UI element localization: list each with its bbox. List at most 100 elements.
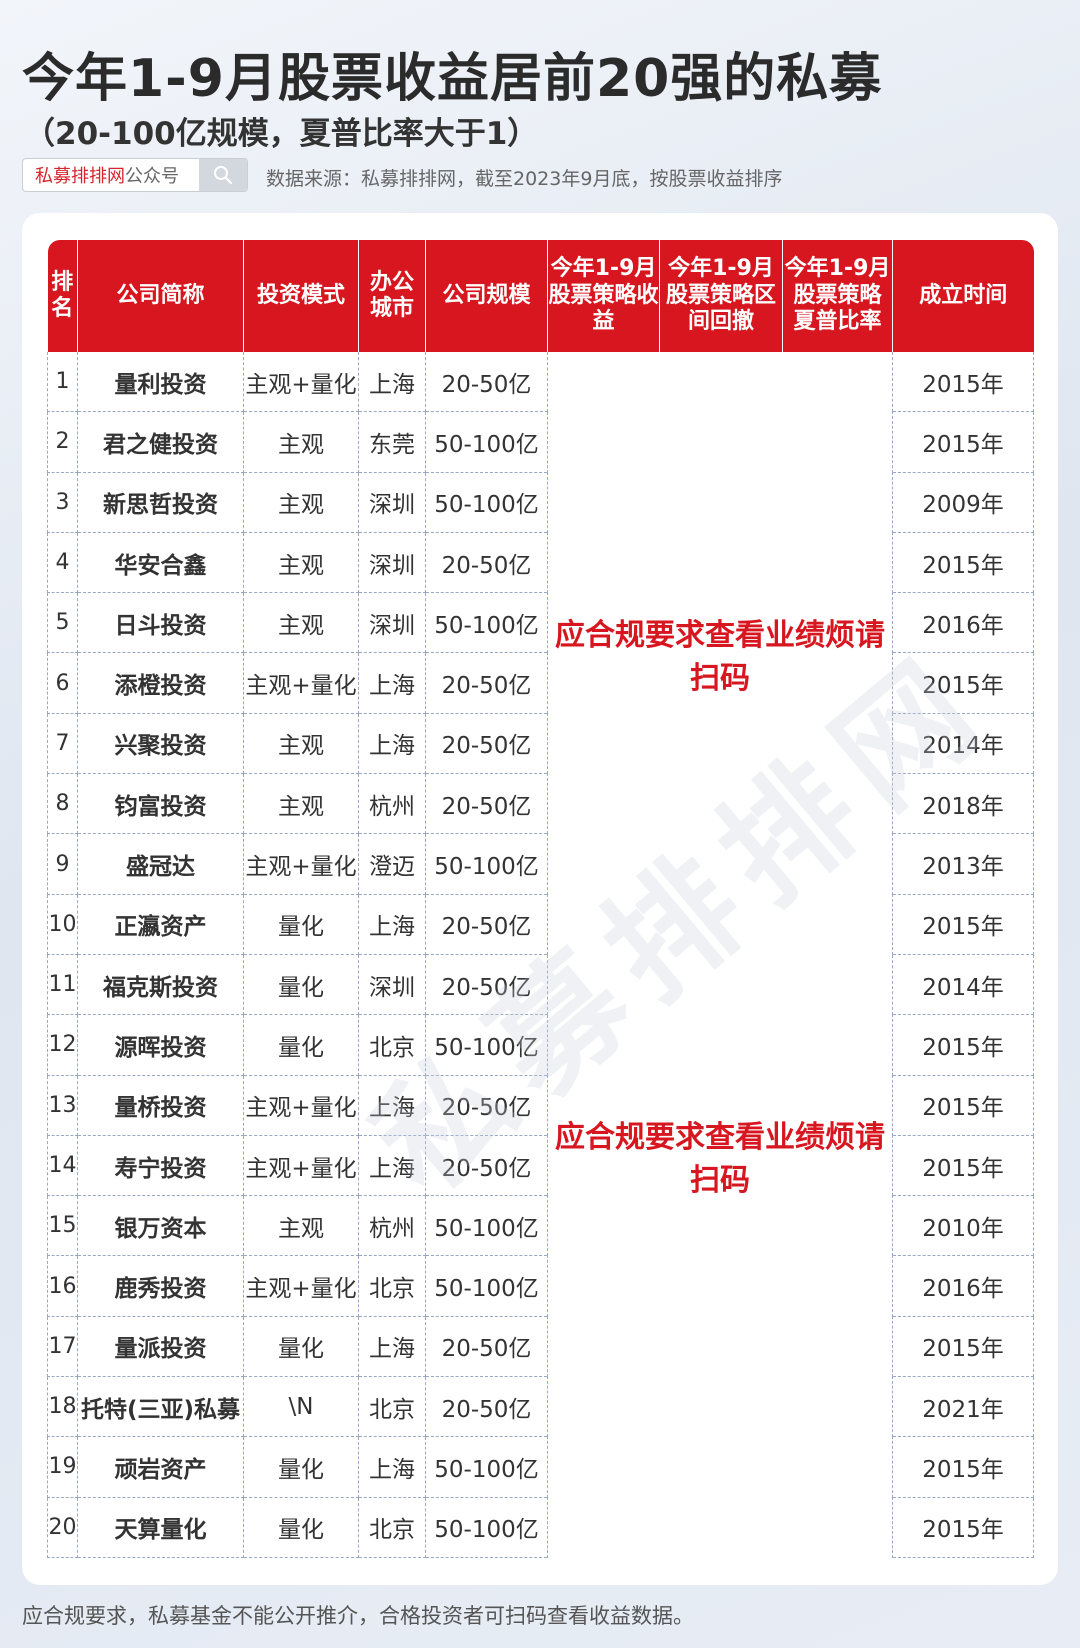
header-return: 今年1-9月股票策略收益 (547, 240, 660, 352)
cell-founded: 2013年 (892, 833, 1034, 895)
cell-city: 上海 (358, 1135, 426, 1197)
cell-scale: 20-50亿 (425, 713, 548, 775)
table-row: 20 天算量化 量化 北京 50-100亿 2015年 (47, 1497, 1034, 1558)
cell-company-name: 源晖投资 (77, 1014, 244, 1076)
cell-company-name: 天算量化 (77, 1497, 244, 1558)
cell-scale: 50-100亿 (425, 1497, 548, 1558)
table-row: 18 托特(三亚)私募 \N 北京 20-50亿 2021年 (47, 1376, 1034, 1438)
cell-city: 深圳 (358, 532, 426, 594)
cell-mode: 主观 (243, 1195, 359, 1257)
cell-city: 上海 (358, 713, 426, 775)
cell-mode: 主观+量化 (243, 352, 359, 413)
cell-mode: 量化 (243, 1014, 359, 1076)
cell-rank: 7 (47, 713, 78, 775)
table-row: 16 鹿秀投资 主观+量化 北京 50-100亿 2016年 (47, 1255, 1034, 1317)
cell-rank: 12 (47, 1014, 78, 1076)
cell-city: 杭州 (358, 773, 426, 835)
cell-mode: 量化 (243, 1316, 359, 1378)
table-row: 7 兴聚投资 主观 上海 20-50亿 2014年 (47, 713, 1034, 775)
page-subtitle: （20-100亿规模，夏普比率大于1） (24, 116, 539, 152)
cell-scale: 50-100亿 (425, 1255, 548, 1317)
cell-city: 上海 (358, 352, 426, 413)
cell-company-name: 顽岩资产 (77, 1436, 244, 1498)
cell-rank: 18 (47, 1376, 78, 1438)
compliance-notice: 应合规要求查看业绩烦请扫码 (555, 618, 885, 696)
cell-city: 北京 (358, 1255, 426, 1317)
cell-founded: 2015年 (892, 652, 1034, 714)
cell-mode: 主观+量化 (243, 1255, 359, 1317)
cell-founded: 2015年 (892, 1497, 1034, 1558)
search-button[interactable] (199, 159, 247, 191)
cell-scale: 20-50亿 (425, 954, 548, 1016)
table-row: 2 君之健投资 主观 东莞 50-100亿 2015年 (47, 411, 1034, 473)
cell-city: 北京 (358, 1376, 426, 1438)
compliance-notice-cell: 应合规要求查看业绩烦请扫码 (547, 954, 893, 1558)
table-row: 14 寿宁投资 主观+量化 上海 20-50亿 2015年 (47, 1135, 1034, 1197)
search-brand-text: 私募排排网 (35, 166, 125, 187)
cell-city: 上海 (358, 894, 426, 955)
cell-company-name: 量桥投资 (77, 1075, 244, 1136)
cell-company-name: 鹿秀投资 (77, 1255, 244, 1317)
table-row: 3 新思哲投资 主观 深圳 50-100亿 2009年 (47, 472, 1034, 533)
cell-founded: 2016年 (892, 592, 1034, 654)
cell-rank: 1 (47, 352, 78, 413)
header-city: 办公城市 (358, 240, 426, 352)
cell-company-name: 华安合鑫 (77, 532, 244, 594)
table-row: 1 量利投资 主观+量化 上海 20-50亿 应合规要求查看业绩烦请扫码 2015年 (47, 352, 1034, 955)
cell-scale: 20-50亿 (425, 1075, 548, 1136)
cell-founded: 2015年 (892, 1135, 1034, 1197)
cell-scale: 50-100亿 (425, 1436, 548, 1498)
header-scale: 公司规模 (425, 240, 548, 352)
cell-mode: 主观+量化 (243, 1075, 359, 1136)
cell-mode: 主观 (243, 592, 359, 654)
cell-founded: 2015年 (892, 1014, 1034, 1076)
page-title: 今年1-9月股票收益居前20强的私募 (22, 49, 883, 109)
cell-mode: \N (243, 1376, 359, 1438)
header-drawdown: 今年1-9月股票策略区间回撤 (659, 240, 783, 352)
cell-scale: 20-50亿 (425, 1316, 548, 1378)
header-rank: 排名 (47, 240, 78, 352)
table-row: 4 华安合鑫 主观 深圳 20-50亿 2015年 (47, 532, 1034, 594)
search-input[interactable]: 私募排排网公众号 (23, 162, 199, 188)
cell-founded: 2016年 (892, 1255, 1034, 1317)
cell-company-name: 钧富投资 (77, 773, 244, 835)
cell-mode: 主观 (243, 773, 359, 835)
header-name: 公司简称 (77, 240, 244, 352)
cell-mode: 主观+量化 (243, 833, 359, 895)
cell-founded: 2015年 (892, 1436, 1034, 1498)
cell-company-name: 福克斯投资 (77, 954, 244, 1016)
cell-mode: 主观+量化 (243, 652, 359, 714)
cell-scale: 50-100亿 (425, 472, 548, 533)
cell-mode: 主观 (243, 713, 359, 775)
cell-mode: 量化 (243, 1436, 359, 1498)
compliance-notice: 应合规要求查看业绩烦请扫码 (555, 1120, 885, 1199)
cell-rank: 2 (47, 411, 78, 473)
header-founded: 成立时间 (892, 240, 1034, 352)
table-header-row: 排名 公司简称 投资模式 办公城市 公司规模 今年1-9月股票策略收益 今年1-… (47, 240, 1034, 352)
cell-company-name: 新思哲投资 (77, 472, 244, 533)
cell-mode: 主观 (243, 472, 359, 533)
cell-rank: 13 (47, 1075, 78, 1136)
cell-scale: 50-100亿 (425, 1014, 548, 1076)
cell-founded: 2014年 (892, 713, 1034, 775)
cell-company-name: 寿宁投资 (77, 1135, 244, 1197)
cell-company-name: 正瀛资产 (77, 894, 244, 955)
cell-founded: 2015年 (892, 894, 1034, 955)
cell-company-name: 添橙投资 (77, 652, 244, 714)
cell-founded: 2015年 (892, 1316, 1034, 1378)
cell-scale: 20-50亿 (425, 352, 548, 413)
compliance-notice-cell: 应合规要求查看业绩烦请扫码 (547, 352, 893, 955)
cell-city: 澄迈 (358, 833, 426, 895)
cell-founded: 2010年 (892, 1195, 1034, 1257)
cell-company-name: 量派投资 (77, 1316, 244, 1378)
cell-founded: 2014年 (892, 954, 1034, 1016)
cell-rank: 19 (47, 1436, 78, 1498)
cell-founded: 2015年 (892, 532, 1034, 594)
cell-company-name: 盛冠达 (77, 833, 244, 895)
cell-rank: 3 (47, 472, 78, 533)
search-box[interactable]: 私募排排网公众号 (22, 158, 248, 192)
table-row: 15 银万资本 主观 杭州 50-100亿 2010年 (47, 1195, 1034, 1257)
table-row: 13 量桥投资 主观+量化 上海 20-50亿 2015年 (47, 1075, 1034, 1136)
table-row: 8 钧富投资 主观 杭州 20-50亿 2018年 (47, 773, 1034, 835)
cell-founded: 2015年 (892, 411, 1034, 473)
